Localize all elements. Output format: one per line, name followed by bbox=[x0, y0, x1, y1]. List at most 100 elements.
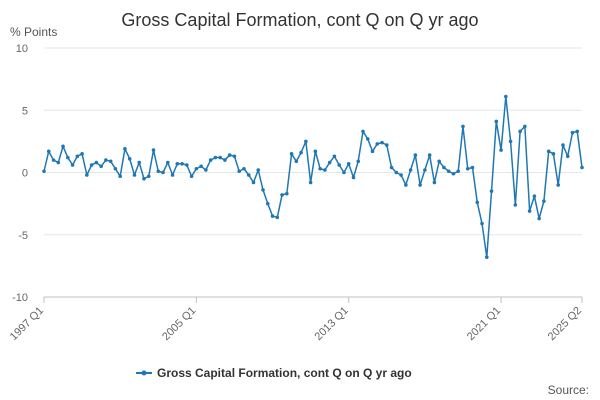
data-point[interactable] bbox=[518, 129, 522, 134]
data-point[interactable] bbox=[451, 171, 456, 176]
data-point[interactable] bbox=[132, 173, 137, 177]
data-point[interactable] bbox=[304, 139, 308, 144]
data-point[interactable] bbox=[489, 189, 494, 193]
data-point[interactable] bbox=[556, 183, 560, 187]
data-point[interactable] bbox=[551, 152, 556, 156]
data-point[interactable] bbox=[56, 160, 61, 165]
data-point[interactable] bbox=[537, 216, 541, 221]
data-point[interactable] bbox=[261, 188, 265, 192]
data-point[interactable] bbox=[256, 168, 261, 172]
data-point[interactable] bbox=[313, 149, 318, 154]
data-point[interactable] bbox=[456, 169, 461, 174]
data-point[interactable] bbox=[51, 158, 56, 162]
data-point[interactable] bbox=[561, 143, 565, 147]
data-point[interactable] bbox=[156, 169, 161, 174]
data-point[interactable] bbox=[237, 169, 241, 174]
data-point[interactable] bbox=[580, 165, 584, 170]
data-point[interactable] bbox=[475, 200, 480, 205]
data-point[interactable] bbox=[218, 155, 222, 160]
data-point[interactable] bbox=[342, 170, 346, 175]
data-point[interactable] bbox=[204, 168, 208, 172]
data-point[interactable] bbox=[299, 150, 303, 155]
data-point[interactable] bbox=[285, 191, 289, 196]
data-point[interactable] bbox=[127, 157, 132, 161]
data-point[interactable] bbox=[318, 166, 322, 171]
data-point[interactable] bbox=[189, 174, 194, 179]
data-point[interactable] bbox=[70, 163, 75, 167]
data-point[interactable] bbox=[532, 194, 537, 198]
data-point[interactable] bbox=[108, 159, 113, 164]
data-point[interactable] bbox=[185, 163, 189, 167]
data-point[interactable] bbox=[175, 161, 180, 166]
data-point[interactable] bbox=[123, 147, 127, 151]
data-point[interactable] bbox=[208, 158, 213, 162]
data-point[interactable] bbox=[356, 159, 361, 164]
data-point[interactable] bbox=[423, 168, 427, 172]
data-point[interactable] bbox=[513, 203, 518, 207]
data-point[interactable] bbox=[365, 137, 370, 141]
data-point[interactable] bbox=[508, 139, 513, 144]
data-point[interactable] bbox=[194, 166, 199, 171]
data-point[interactable] bbox=[327, 160, 332, 165]
data-point[interactable] bbox=[80, 152, 84, 156]
data-point[interactable] bbox=[427, 153, 432, 157]
data-point[interactable] bbox=[389, 165, 394, 170]
data-point[interactable] bbox=[146, 174, 151, 179]
data-point[interactable] bbox=[523, 124, 527, 129]
data-point[interactable] bbox=[180, 161, 184, 166]
data-point[interactable] bbox=[432, 180, 437, 185]
data-point[interactable] bbox=[332, 154, 337, 159]
data-point[interactable] bbox=[161, 170, 165, 175]
data-point[interactable] bbox=[251, 180, 256, 185]
data-point[interactable] bbox=[408, 168, 413, 172]
data-point[interactable] bbox=[570, 130, 575, 135]
data-point[interactable] bbox=[394, 170, 399, 175]
data-point[interactable] bbox=[142, 176, 146, 181]
data-point[interactable] bbox=[170, 173, 175, 177]
data-point[interactable] bbox=[575, 129, 580, 134]
data-point[interactable] bbox=[227, 153, 232, 157]
data-point[interactable] bbox=[480, 221, 484, 226]
data-point[interactable] bbox=[213, 155, 218, 160]
data-point[interactable] bbox=[442, 165, 446, 170]
data-point[interactable] bbox=[465, 166, 470, 171]
data-point[interactable] bbox=[94, 160, 99, 165]
data-point[interactable] bbox=[399, 173, 403, 177]
data-point[interactable] bbox=[361, 129, 365, 134]
data-point[interactable] bbox=[323, 168, 327, 172]
data-point[interactable] bbox=[546, 149, 551, 154]
data-point[interactable] bbox=[113, 166, 118, 171]
data-point[interactable] bbox=[351, 175, 356, 180]
data-point[interactable] bbox=[165, 160, 170, 165]
data-point[interactable] bbox=[337, 163, 341, 167]
data-point[interactable] bbox=[104, 158, 108, 162]
data-point[interactable] bbox=[380, 140, 384, 145]
data-point[interactable] bbox=[199, 164, 203, 169]
data-point[interactable] bbox=[542, 199, 546, 203]
data-point[interactable] bbox=[461, 124, 465, 129]
data-point[interactable] bbox=[42, 169, 46, 174]
data-point[interactable] bbox=[308, 180, 313, 185]
data-point[interactable] bbox=[565, 154, 570, 159]
data-point[interactable] bbox=[294, 159, 299, 164]
data-point[interactable] bbox=[89, 163, 94, 167]
data-point[interactable] bbox=[265, 201, 270, 206]
data-point[interactable] bbox=[404, 183, 408, 187]
data-point[interactable] bbox=[418, 183, 422, 187]
data-point[interactable] bbox=[232, 154, 237, 159]
data-point[interactable] bbox=[484, 255, 489, 259]
data-point[interactable] bbox=[242, 166, 246, 171]
data-point[interactable] bbox=[289, 152, 294, 156]
data-point[interactable] bbox=[99, 164, 103, 169]
data-point[interactable] bbox=[66, 155, 70, 160]
data-point[interactable] bbox=[375, 142, 380, 146]
data-point[interactable] bbox=[385, 143, 389, 147]
data-point[interactable] bbox=[46, 149, 51, 154]
data-point[interactable] bbox=[75, 154, 80, 159]
data-point[interactable] bbox=[494, 119, 499, 124]
data-point[interactable] bbox=[413, 153, 418, 157]
data-point[interactable] bbox=[280, 193, 284, 197]
data-point[interactable] bbox=[223, 158, 227, 162]
data-point[interactable] bbox=[346, 161, 351, 166]
data-point[interactable] bbox=[370, 149, 375, 154]
